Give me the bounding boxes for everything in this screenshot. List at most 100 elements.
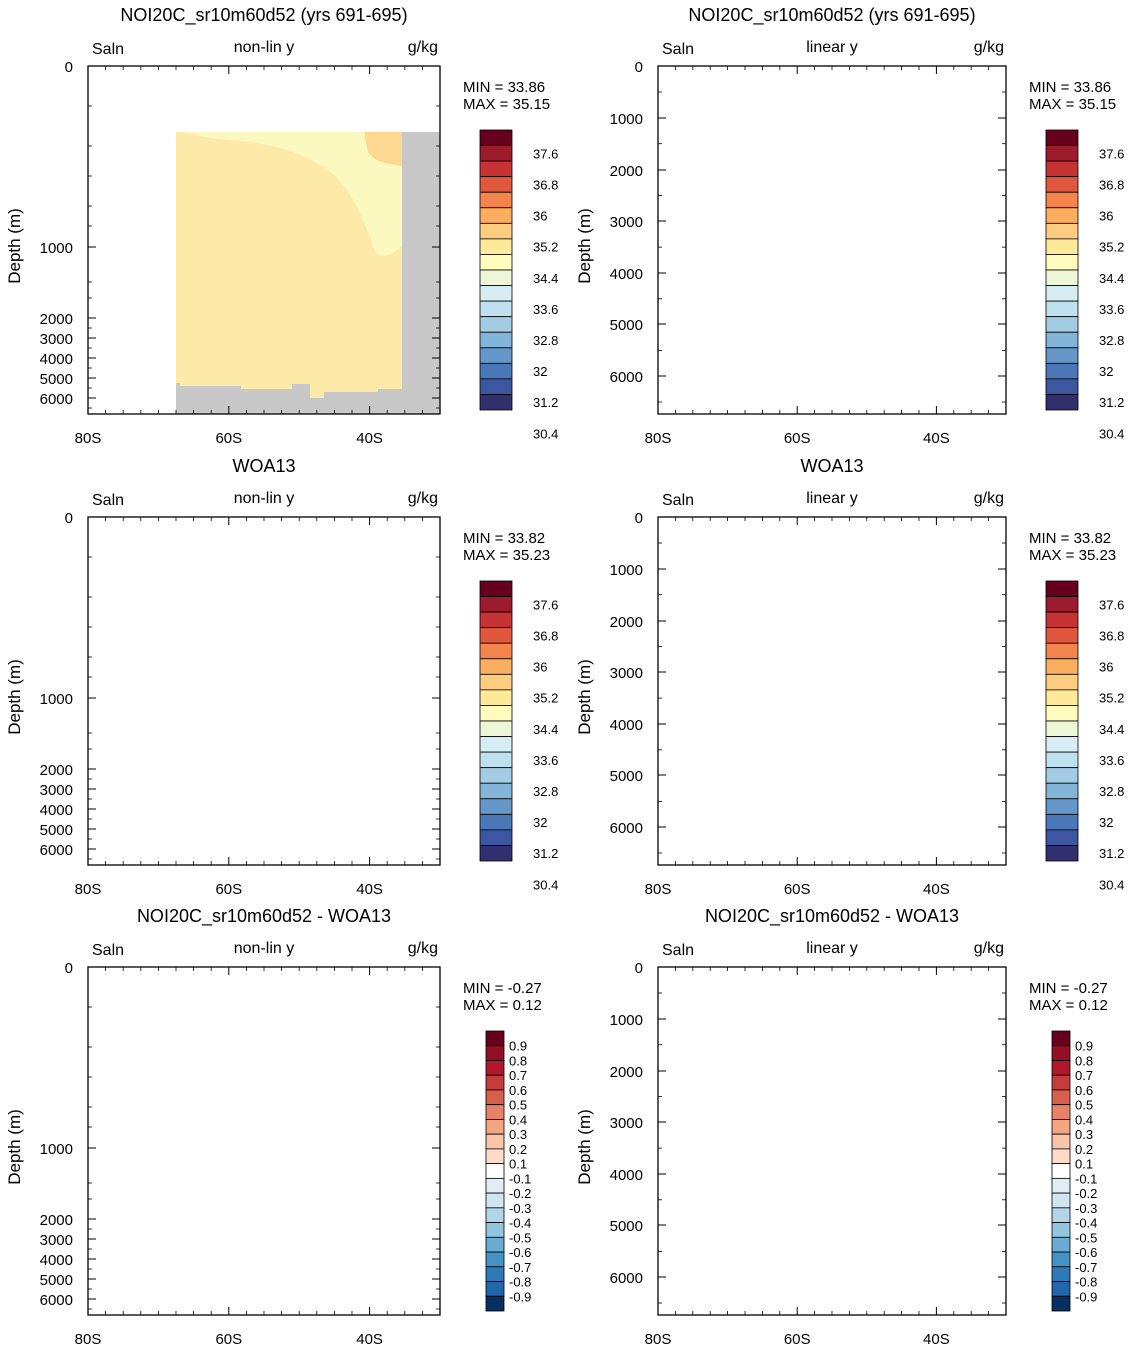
x-tick-label: 80S	[645, 881, 672, 898]
colorbar-label: -0.2	[1075, 1186, 1097, 1201]
y-tick-label: 1000	[40, 1141, 73, 1158]
colorbar-swatch	[1051, 1148, 1071, 1165]
colorbar-label: -0.7	[509, 1260, 531, 1275]
colorbar-label: 34.4	[533, 722, 558, 737]
colorbar-swatch	[479, 813, 513, 831]
colorbar-label: -0.9	[509, 1289, 531, 1304]
colorbar-swatch	[479, 160, 513, 178]
colorbar-label: 31.2	[1099, 846, 1124, 861]
salinity-35.2-band	[398, 547, 402, 587]
salinity-35.0-band	[365, 517, 402, 637]
colorbar-label: -0.1	[1075, 1171, 1097, 1186]
colorbar-label: 36.8	[1099, 177, 1124, 192]
colorbar-swatch	[479, 611, 513, 629]
colorbar-swatch	[1051, 1177, 1071, 1194]
colorbar-swatch	[479, 705, 513, 722]
colorbar-swatch	[1045, 673, 1079, 691]
y-tick-label: 1000	[610, 562, 643, 579]
colorbar-swatch	[479, 767, 513, 784]
x-tick-label: 60S	[215, 881, 242, 898]
y-tick-label: 6000	[40, 1292, 73, 1309]
min-label: MIN = -0.27	[463, 980, 542, 997]
contour-field	[88, 517, 440, 865]
y-axis-label: Depth (m)	[5, 208, 24, 284]
colorbar-label: 0.8	[1075, 1053, 1093, 1068]
colorbar-swatch	[1045, 705, 1079, 722]
difference-zero-band	[658, 967, 1006, 1315]
chart-title: NOI20C_sr10m60d52 (yrs 691-695)	[688, 5, 975, 26]
chart-title: NOI20C_sr10m60d52 - WOA13	[137, 906, 391, 927]
difference-zero-band	[88, 967, 440, 1315]
y-tick-label: 4000	[610, 1167, 643, 1184]
y-tick-label: 4000	[610, 266, 643, 283]
y-tick-label: 2000	[610, 1064, 643, 1081]
colorbar-label: 30.4	[533, 877, 558, 892]
colorbar-label: -0.4	[1075, 1216, 1097, 1231]
colorbar-swatch	[485, 1281, 505, 1297]
colorbar-swatch	[1045, 160, 1079, 178]
min-label: MIN = 33.86	[1029, 79, 1111, 96]
colorbar-swatch	[479, 222, 513, 240]
colorbar-swatch	[485, 1104, 505, 1120]
colorbar-swatch	[1045, 829, 1079, 846]
colorbar-swatch	[479, 580, 513, 597]
colorbar-label: 32	[1099, 364, 1113, 379]
colorbar-label: 36	[533, 660, 547, 675]
colorbar-label: 34.4	[1099, 271, 1124, 286]
colorbar-label: 0.7	[1075, 1068, 1093, 1083]
colorbar-label: 0.1	[509, 1157, 527, 1172]
colorbar-label: 36.8	[1099, 628, 1124, 643]
chart-panel: WOA13 Saln non-lin y g/kg Depth (m) 0 1000 2000…	[5, 456, 558, 898]
units-label: g/kg	[974, 940, 1004, 957]
difference-neg0.1-band	[677, 967, 968, 1198]
units-label: g/kg	[408, 940, 438, 957]
colorbar-label: -0.5	[1075, 1230, 1097, 1245]
colorbar-swatch	[479, 751, 513, 769]
colorbar-swatch	[1051, 1266, 1071, 1282]
y-tick-label: 0	[635, 960, 643, 977]
colorbar-label: -0.5	[509, 1230, 531, 1245]
chart-panel: NOI20C_sr10m60d52 (yrs 691-695) Saln non-l…	[5, 5, 558, 447]
x-tick-label: 40S	[923, 1331, 950, 1348]
salinity-34.8-band	[658, 517, 1006, 865]
colorbar-swatch	[479, 347, 513, 364]
x-tick-label: 40S	[356, 430, 383, 447]
colorbar-swatch	[479, 129, 513, 146]
colorbar-label: 32	[1099, 815, 1113, 830]
salinity-35.0-band	[364, 132, 402, 166]
variable-label: Saln	[662, 942, 694, 959]
y-tick-label: 5000	[610, 317, 643, 334]
colorbar-swatch	[1045, 254, 1079, 271]
colorbar-label: 0.3	[509, 1127, 527, 1142]
bathymetry-mask	[176, 132, 440, 414]
y-tick-label: 4000	[610, 717, 643, 734]
max-label: MAX = 35.15	[463, 96, 550, 113]
colorbar-swatch	[1045, 378, 1079, 395]
colorbar: 37.6 36.8 36 35.2 34.4 33.6 32.8 32 31.2 30.4	[479, 129, 558, 441]
y-tick-label: 4000	[40, 802, 73, 819]
bathymetry-mask	[88, 517, 440, 865]
max-label: MAX = 0.12	[463, 997, 542, 1014]
colorbar-swatch	[1045, 720, 1079, 737]
scale-label: non-lin y	[234, 39, 294, 56]
chart-title: NOI20C_sr10m60d52 (yrs 691-695)	[120, 5, 407, 26]
y-tick-label: 1000	[610, 111, 643, 128]
colorbar-label: 0.4	[1075, 1112, 1093, 1127]
x-tick-label: 60S	[784, 1331, 811, 1348]
difference-neg0.1-band	[122, 999, 402, 1267]
colorbar-swatch	[479, 378, 513, 395]
colorbar-swatch	[1051, 1089, 1071, 1106]
bathymetry-mask	[658, 967, 1006, 1315]
colorbar-swatch	[1045, 689, 1079, 706]
colorbar-label: 30.4	[1099, 426, 1124, 441]
colorbar-swatch	[1051, 1030, 1071, 1047]
colorbar-swatch	[479, 627, 513, 644]
scale-label: linear y	[806, 940, 858, 957]
y-axis-label: Depth (m)	[5, 659, 24, 735]
colorbar-label: -0.9	[1075, 1289, 1097, 1304]
x-tick-label: 40S	[356, 1331, 383, 1348]
salinity-34.0-band	[128, 517, 266, 553]
y-axis-label: Depth (m)	[575, 659, 594, 735]
colorbar-swatch	[1045, 362, 1079, 380]
y-tick-label: 5000	[610, 1218, 643, 1235]
